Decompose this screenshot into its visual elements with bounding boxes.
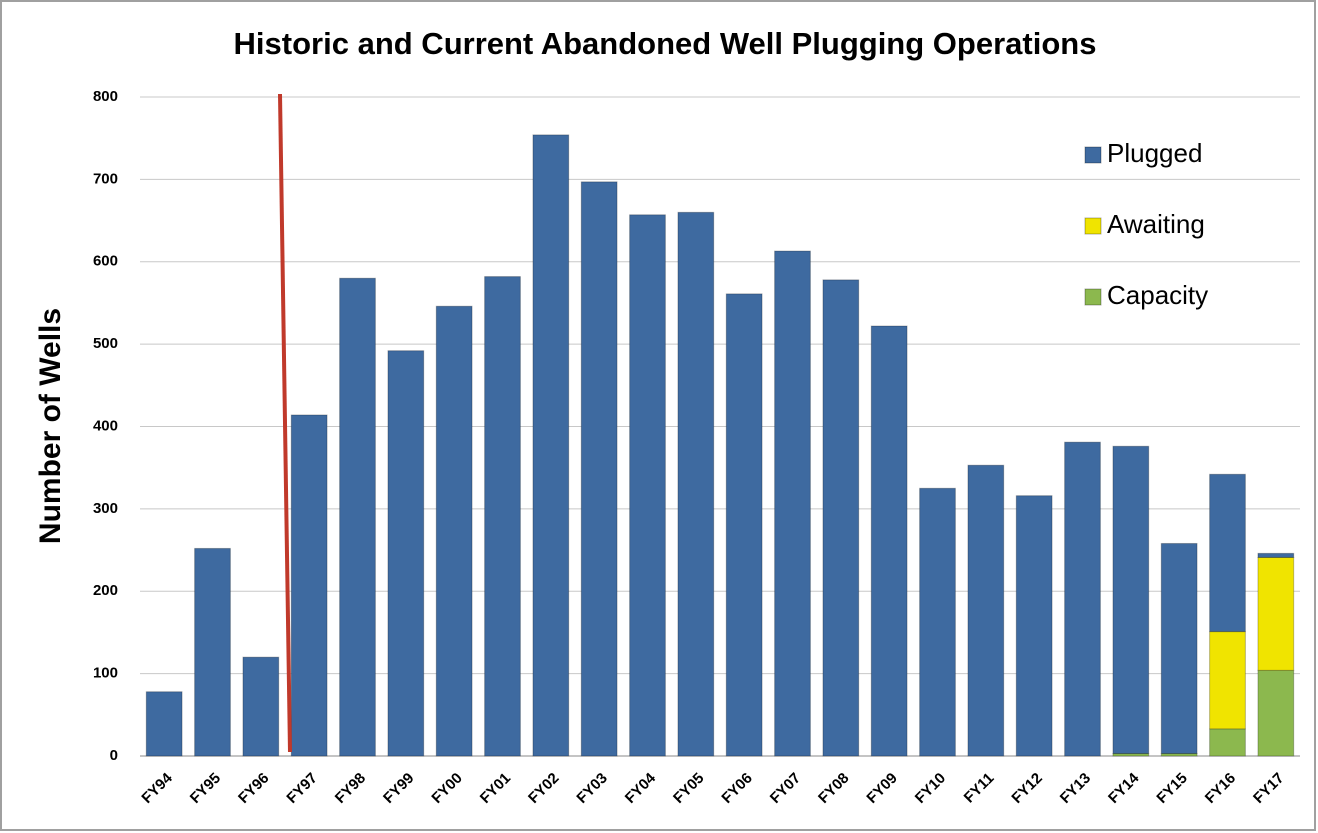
bar-segment	[1209, 631, 1246, 730]
y-tick-label: 800	[93, 88, 118, 105]
bar-segment	[145, 691, 183, 757]
y-tick-label: 200	[93, 582, 118, 599]
y-tick-label: 100	[93, 665, 118, 682]
bar-segment	[1257, 556, 1295, 671]
bar-segment	[725, 293, 763, 757]
bar-segment	[1209, 728, 1246, 757]
legend-label: Capacity	[1107, 280, 1208, 310]
y-tick-label: 700	[93, 170, 118, 187]
y-tick-label: 600	[93, 253, 118, 270]
bar-segment	[774, 250, 811, 757]
bar-segment	[387, 350, 425, 757]
bar-segment	[1257, 552, 1295, 558]
bar-segment	[967, 464, 1005, 757]
bar-segment	[822, 279, 860, 757]
y-axis-title: Number of Wells	[34, 308, 67, 544]
legend-label: Plugged	[1107, 138, 1202, 168]
bar-segment	[194, 547, 231, 757]
bar-segment	[435, 305, 473, 757]
chart-title: Historic and Current Abandoned Well Plug…	[234, 26, 1097, 61]
bar-segment	[484, 276, 521, 757]
legend-swatch	[1084, 146, 1102, 164]
legend-swatch	[1084, 288, 1102, 306]
legend-swatch	[1084, 217, 1102, 235]
bar-segment	[290, 414, 328, 757]
divider-line	[278, 93, 292, 753]
bar-segment	[1064, 441, 1101, 757]
bar-segment	[532, 134, 570, 757]
y-tick-label: 0	[110, 747, 118, 764]
y-tick-label: 300	[93, 500, 118, 517]
bar-segment	[919, 487, 956, 757]
bar-segment	[1209, 473, 1246, 633]
bar-segment	[1257, 669, 1295, 757]
bar-segment	[580, 181, 618, 757]
bar-segment	[339, 277, 376, 757]
bar-segment	[1160, 542, 1198, 755]
y-tick-label: 500	[93, 335, 118, 352]
bar-segment	[870, 325, 908, 757]
bar-segment	[1112, 445, 1150, 755]
bar-segment	[1160, 753, 1198, 757]
bar-segment	[242, 656, 280, 757]
bar-segment	[1015, 495, 1053, 757]
legend-label: Awaiting	[1107, 209, 1205, 239]
bar-segment	[629, 214, 666, 757]
bar-segment	[677, 211, 715, 757]
y-tick-label: 400	[93, 417, 118, 434]
